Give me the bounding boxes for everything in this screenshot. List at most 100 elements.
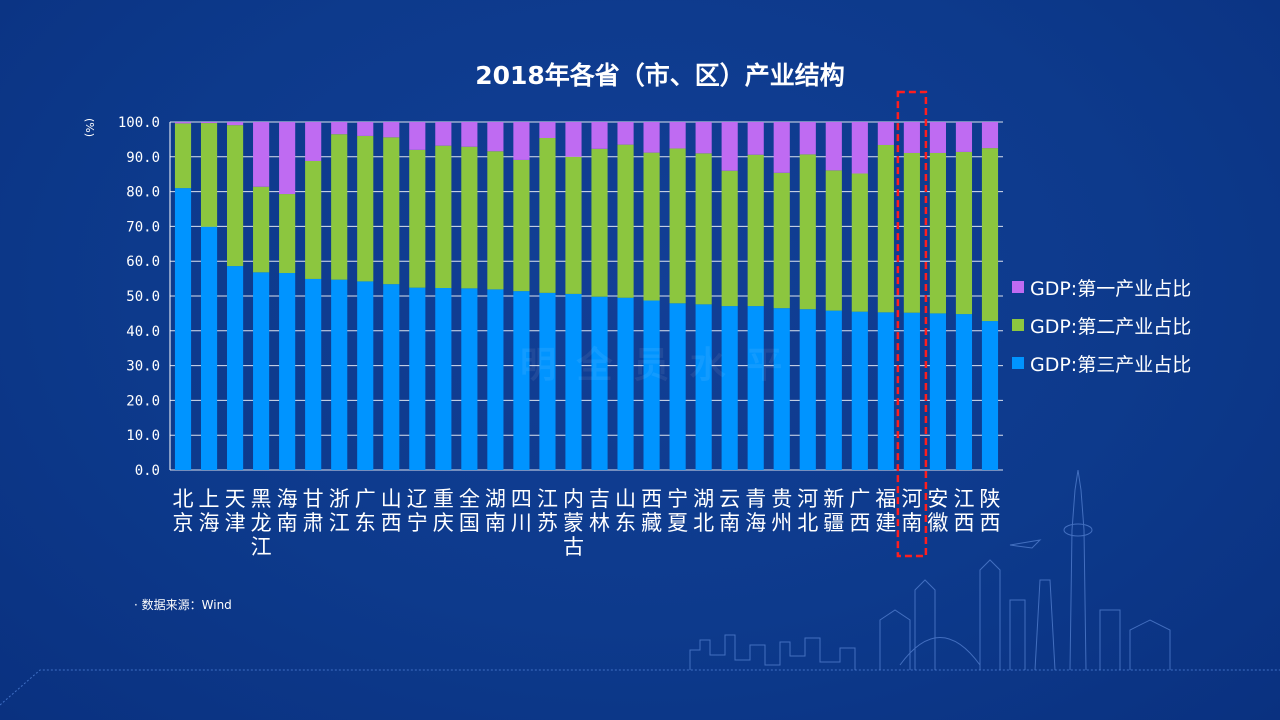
- x-tick-label: 甘: [303, 487, 324, 511]
- bar-segment: [721, 170, 738, 307]
- bar-segment: [669, 122, 686, 149]
- x-tick-label: 京: [173, 511, 194, 535]
- highlight-rect: [896, 90, 928, 558]
- bar-segment: [643, 122, 660, 153]
- x-ticks: 北京上海天津黑龙江海南甘肃浙江广东山西辽宁重庆全国湖南四川江苏内蒙古吉林山东西藏…: [173, 487, 1001, 559]
- bar-segment: [747, 154, 764, 307]
- bar-segment: [513, 122, 530, 160]
- bar-segment: [669, 303, 686, 470]
- bar-segment: [617, 144, 634, 298]
- x-tick-label: 西: [979, 511, 1000, 535]
- x-tick-label: 上: [199, 487, 220, 511]
- x-tick-label: 南: [485, 511, 506, 535]
- bar-segment: [565, 156, 582, 294]
- bar-segment: [669, 148, 686, 304]
- bar-segment: [929, 152, 946, 314]
- bar-segment: [851, 311, 868, 470]
- x-tick-label: 浙: [329, 487, 350, 511]
- bar-segment: [955, 151, 973, 315]
- bar-segment: [851, 173, 868, 312]
- x-tick-label: 江: [953, 487, 974, 511]
- y-tick-label: 40.0: [126, 324, 160, 340]
- x-tick-label: 西: [641, 487, 662, 511]
- bar-segment: [721, 306, 738, 470]
- bar-segment: [461, 146, 478, 289]
- bar-segment: [200, 226, 218, 470]
- bar-segment: [981, 122, 999, 149]
- bar-segment: [903, 122, 920, 153]
- x-tick-label: 吉: [589, 487, 610, 511]
- x-tick-label: 川: [511, 511, 532, 535]
- bar-segment: [643, 152, 660, 301]
- watermark: 明 全 员 水 平: [520, 345, 787, 386]
- bar-segment: [773, 172, 790, 309]
- bar-segment: [877, 144, 894, 313]
- bar-segment: [227, 122, 244, 126]
- x-tick-label: 陕: [979, 487, 1000, 511]
- x-tick-label: 湖: [693, 487, 714, 511]
- bar-segment: [695, 153, 712, 305]
- x-tick-label: 西: [953, 511, 974, 535]
- legend-item-primary: GDP:第一产业占比: [1012, 268, 1191, 306]
- x-tick-label: 苏: [537, 511, 558, 535]
- bar-segment: [591, 122, 608, 149]
- x-tick-label: 江: [251, 535, 272, 559]
- bar-segment: [565, 122, 582, 157]
- footer-dashed-line: [0, 669, 1280, 706]
- bar-segment: [513, 159, 530, 292]
- legend-swatch-primary: [1012, 281, 1024, 293]
- bar-segment: [617, 122, 634, 145]
- bar-segment: [955, 122, 973, 152]
- bar-segment: [981, 148, 999, 322]
- x-tick-label: 北: [693, 511, 714, 535]
- bar-segment: [825, 310, 842, 470]
- x-tick-label: 新: [823, 487, 844, 511]
- x-tick-label: 津: [225, 511, 246, 535]
- data-source-note: · 数据来源：Wind: [134, 598, 232, 612]
- bar-segment: [513, 291, 530, 470]
- bar-segment: [929, 313, 946, 470]
- bar-segment: [877, 312, 894, 470]
- bar-segment: [539, 122, 556, 139]
- bar-segment: [487, 289, 504, 470]
- bar-segment: [617, 297, 634, 470]
- x-tick-label: 南: [719, 511, 740, 535]
- y-tick-label: 10.0: [126, 428, 160, 444]
- x-tick-label: 广: [355, 487, 376, 511]
- bar-segment: [747, 122, 764, 155]
- x-tick-label: 黑: [251, 487, 272, 511]
- bar-segment: [253, 272, 270, 470]
- bar-segment: [591, 148, 608, 297]
- bar-segment: [435, 145, 452, 288]
- bar-segment: [409, 287, 426, 470]
- bar-segment: [174, 123, 192, 189]
- bar-segment: [695, 304, 712, 470]
- bar-segment: [929, 122, 946, 153]
- bar-segment: [877, 122, 894, 145]
- bar-segment: [773, 308, 790, 470]
- bar-segment: [253, 122, 270, 187]
- bar-segment: [357, 122, 374, 136]
- bar-segment: [955, 314, 973, 470]
- chart-title: 2018年各省（市、区）产业结构: [475, 61, 845, 90]
- y-tick-label: 50.0: [126, 289, 160, 305]
- bar-segment: [383, 122, 400, 138]
- bar-segment: [981, 321, 999, 470]
- bar-segment: [773, 122, 790, 173]
- x-tick-label: 江: [537, 487, 558, 511]
- bar-segment: [279, 194, 296, 274]
- bar-segment: [200, 122, 218, 124]
- x-tick-label: 广: [849, 487, 870, 511]
- bar-segment: [487, 122, 504, 152]
- y-ticks: 0.0 10.0 20.0 30.0 40.0 50.0 60.0 70.0 80.0 90.0 1…: [118, 115, 160, 479]
- x-tick-label: 海: [199, 511, 220, 535]
- bar-segment: [539, 292, 556, 470]
- x-tick-label: 北: [797, 511, 818, 535]
- x-tick-label: 内: [563, 487, 584, 511]
- x-tick-label: 河: [797, 487, 818, 511]
- bar-segment: [253, 186, 270, 273]
- bar-segment: [227, 266, 244, 470]
- bar-segment: [279, 122, 296, 195]
- bar-segment: [331, 279, 348, 470]
